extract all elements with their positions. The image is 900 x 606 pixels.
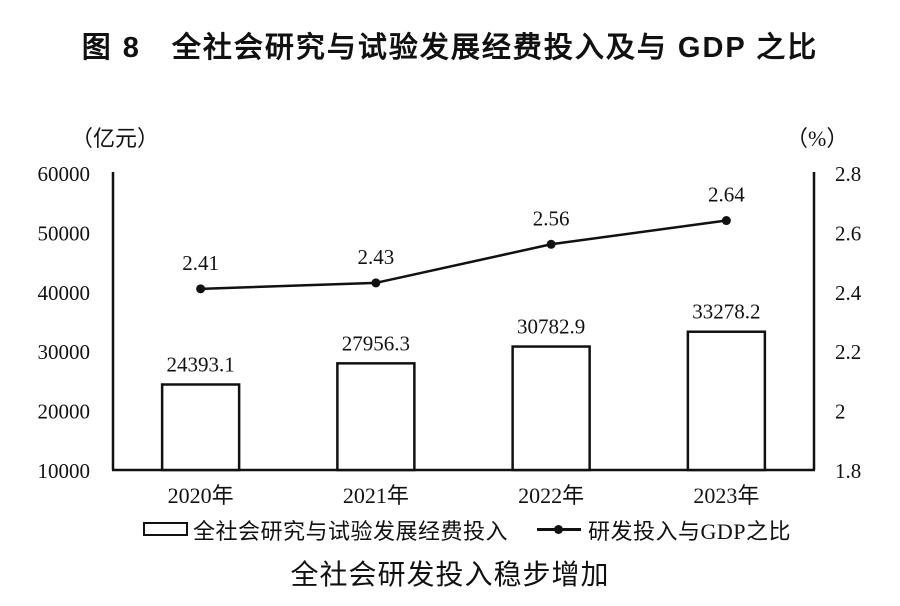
gdp-ratio-line: [200, 219, 727, 291]
left-axis-tick-label: 10000: [38, 459, 91, 483]
legend: 全社会研究与试验发展经费投入 研发投入与GDP之比: [0, 512, 900, 546]
line-point-marker: [546, 239, 556, 249]
right-axis-tick-label: 2: [835, 400, 846, 424]
right-axis-tick-label: 2.8: [835, 162, 861, 186]
legend-line-dot-icon: [554, 524, 563, 534]
right-axis-tick-label: 2.6: [835, 221, 861, 245]
bar-value-label: 24393.1: [167, 353, 235, 377]
figure-caption: 全社会研发投入稳步增加: [290, 560, 610, 591]
right-axis-tick-label: 2.4: [835, 281, 862, 305]
x-axis-category-label: 2023年: [693, 483, 759, 508]
left-axis-unit-label: （亿元）: [71, 126, 160, 151]
figure-title: 图 8 全社会研究与试验发展经费投入及与 GDP 之比: [81, 32, 819, 64]
bar-2020年: [160, 383, 241, 472]
bar-2022年: [511, 345, 591, 472]
left-axis-tick-label: 20000: [38, 400, 91, 424]
bar-value-label: 27956.3: [342, 331, 410, 355]
left-axis-tick-label: 30000: [38, 340, 91, 364]
legend-bar-series-label: 全社会研究与试验发展经费投入: [193, 519, 509, 544]
right-axis-unit-label: （%）: [786, 126, 849, 151]
line-value-label: 2.64: [708, 183, 745, 207]
line-value-label: 2.56: [533, 206, 570, 230]
right-axis-tick-label: 1.8: [835, 459, 861, 483]
bar-value-label: 33278.2: [692, 300, 760, 324]
left-axis-tick-label: 40000: [38, 281, 91, 305]
line-point-marker: [371, 278, 381, 288]
line-value-label: 2.43: [358, 245, 395, 269]
left-axis-tick-label: 50000: [38, 221, 91, 245]
x-axis-category-label: 2022年: [518, 483, 584, 508]
bar-2023年: [686, 330, 767, 472]
x-axis-category-label: 2021年: [343, 483, 409, 508]
legend-line-series-label: 研发投入与GDP之比: [588, 519, 792, 544]
left-axis-tick-label: 60000: [38, 162, 91, 186]
bar-value-label: 30782.9: [517, 315, 585, 339]
x-axis-category-label: 2020年: [168, 483, 234, 508]
bar-2021年: [336, 362, 416, 472]
line-value-label: 2.41: [182, 251, 219, 275]
legend-bar-swatch: [143, 522, 188, 536]
right-axis-tick-label: 2.2: [835, 340, 861, 364]
line-point-marker: [721, 216, 731, 226]
line-point-marker: [196, 284, 206, 294]
